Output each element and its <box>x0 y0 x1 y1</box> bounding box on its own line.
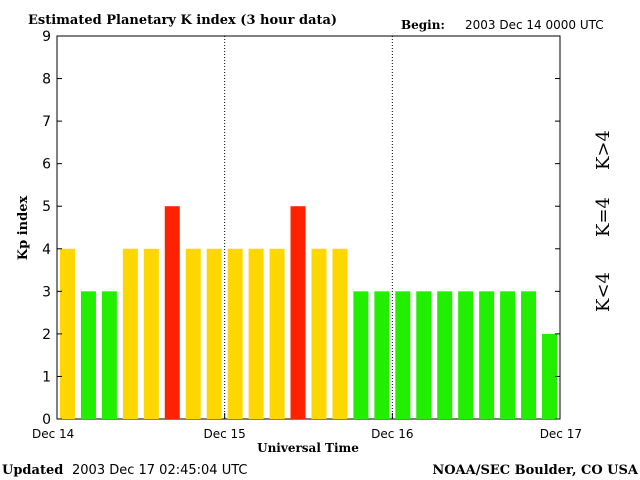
legend-low: K<4 <box>593 272 614 312</box>
kp-bar-22 <box>500 291 516 419</box>
kp-bar-17 <box>395 291 411 419</box>
x-tick-label-3: Dec 17 <box>540 427 582 441</box>
day-separators <box>224 36 393 419</box>
kp-bar-9 <box>227 248 243 419</box>
y-tick-label-0: 0 <box>42 412 51 428</box>
y-axis-label: Kp index <box>16 196 31 261</box>
x-tick-label-0: Dec 14 <box>32 427 74 441</box>
x-tick-label-1: Dec 15 <box>204 427 246 441</box>
x-axis-ticks: Dec 14 Dec 15 Dec 16 Dec 17 <box>32 413 582 441</box>
y-tick-label-2: 2 <box>42 327 51 343</box>
plot-area <box>56 35 561 420</box>
bars <box>59 206 558 419</box>
source-credit: NOAA/SEC Boulder, CO USA <box>432 463 639 478</box>
kp-bar-23 <box>521 291 537 419</box>
kp-bar-3 <box>101 291 117 419</box>
chart-title: Estimated Planetary K index (3 hour data… <box>28 13 337 28</box>
kp-bar-18 <box>416 291 432 419</box>
kp-bar-13 <box>311 248 327 419</box>
y-tick-label-4: 4 <box>42 242 51 258</box>
kp-bar-24 <box>542 333 558 419</box>
kp-bar-2 <box>80 291 96 419</box>
legend-mid: K=4 <box>593 197 614 237</box>
y-tick-label-7: 7 <box>42 114 51 130</box>
kp-bar-11 <box>269 248 285 419</box>
y-tick-label-3: 3 <box>42 284 51 300</box>
updated-value: 2003 Dec 17 02:45:04 UTC <box>72 463 247 478</box>
x-tick-label-2: Dec 16 <box>371 427 413 441</box>
kp-bar-19 <box>437 291 453 419</box>
y-tick-label-9: 9 <box>42 29 51 45</box>
kp-bar-1 <box>59 248 75 419</box>
kp-bar-8 <box>206 248 222 419</box>
begin-value: 2003 Dec 14 0000 UTC <box>465 18 604 32</box>
kp-bar-16 <box>374 291 390 419</box>
kp-bar-10 <box>248 248 264 419</box>
kp-bar-7 <box>185 248 201 419</box>
y-axis-ticks: 0 1 2 3 4 5 6 7 8 9 <box>42 29 560 428</box>
kp-bar-6 <box>164 206 180 419</box>
y-tick-label-8: 8 <box>42 72 51 88</box>
updated-label: Updated <box>2 463 63 478</box>
begin-label: Begin: <box>401 18 445 32</box>
kp-bar-5 <box>143 248 159 419</box>
y-tick-label-5: 5 <box>42 199 51 215</box>
legend-high: K>4 <box>593 130 614 170</box>
kp-bar-12 <box>290 206 306 419</box>
kp-bar-15 <box>353 291 369 419</box>
x-axis-label: Universal Time <box>257 441 359 455</box>
kp-bar-14 <box>332 248 348 419</box>
kp-bar-20 <box>458 291 474 419</box>
kp-bar-4 <box>122 248 138 419</box>
y-tick-label-6: 6 <box>42 157 51 173</box>
kp-bar-21 <box>479 291 495 419</box>
y-tick-label-1: 1 <box>42 369 51 385</box>
